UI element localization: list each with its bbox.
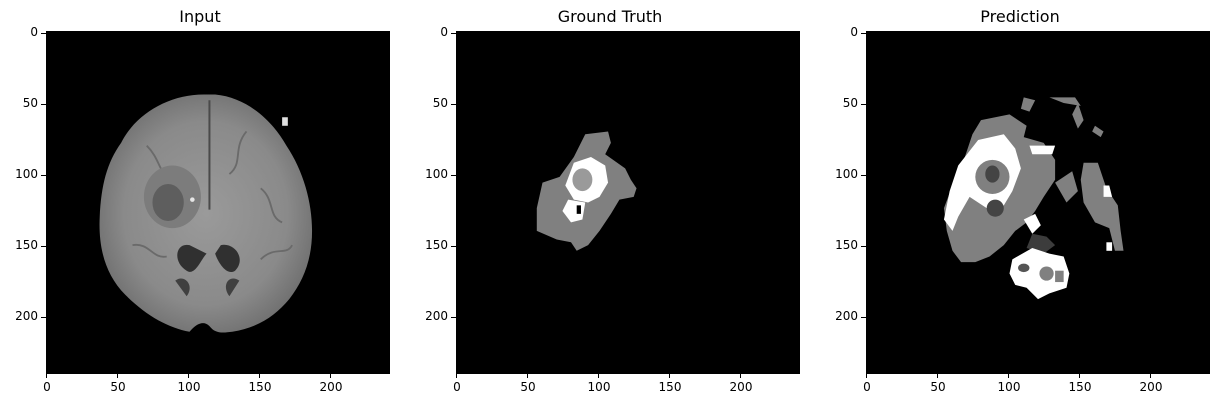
panel-input: Input [0, 0, 400, 407]
x-tick-mark [740, 373, 741, 378]
y-tick-mark [451, 104, 456, 105]
x-tick-label: 50 [110, 380, 126, 394]
y-tick-mark [861, 104, 866, 105]
y-tick-mark [451, 33, 456, 34]
y-tick-mark [41, 317, 46, 318]
x-tick-mark [456, 373, 457, 378]
x-tick-label: 150 [658, 380, 682, 394]
x-tick-mark [259, 373, 260, 378]
y-tick-mark [451, 317, 456, 318]
segmentation-mask [457, 32, 799, 373]
image-input-mri [46, 31, 390, 374]
x-tick-label: 150 [1068, 380, 1092, 394]
y-tick-mark [41, 104, 46, 105]
mri-slice-image [47, 32, 389, 373]
y-tick-label: 150 [835, 238, 858, 252]
x-tick-label: 50 [520, 380, 536, 394]
y-tick-mark [861, 175, 866, 176]
y-tick-mark [861, 246, 866, 247]
x-tick-mark [330, 373, 331, 378]
x-tick-mark [669, 373, 670, 378]
x-tick-mark [1008, 373, 1009, 378]
panel-ground-truth: Ground Truth 0 50 100 150 200 0 50 100 1… [410, 0, 810, 407]
y-tick-mark [451, 175, 456, 176]
x-tick-label: 100 [177, 380, 201, 394]
y-tick-label: 100 [835, 167, 858, 181]
y-tick-label: 0 [30, 25, 38, 39]
y-tick-mark [861, 317, 866, 318]
x-tick-mark [46, 373, 47, 378]
x-tick-label: 200 [729, 380, 753, 394]
x-tick-mark [598, 373, 599, 378]
y-tick-label: 50 [22, 96, 38, 110]
x-tick-mark [866, 373, 867, 378]
y-tick-label: 0 [850, 25, 858, 39]
x-tick-label: 150 [248, 380, 272, 394]
x-tick-label: 0 [453, 380, 461, 394]
y-tick-label: 200 [835, 309, 858, 323]
y-tick-label: 100 [425, 167, 448, 181]
panel-title: Ground Truth [557, 7, 663, 26]
x-tick-mark [527, 373, 528, 378]
y-tick-label: 150 [425, 238, 448, 252]
x-tick-label: 200 [319, 380, 343, 394]
panel-prediction: Prediction [820, 0, 1220, 407]
y-tick-label: 0 [440, 25, 448, 39]
x-tick-label: 50 [930, 380, 946, 394]
y-tick-label: 150 [15, 238, 38, 252]
y-tick-mark [41, 33, 46, 34]
x-tick-label: 200 [1139, 380, 1163, 394]
x-tick-label: 100 [587, 380, 611, 394]
y-tick-mark [861, 33, 866, 34]
y-tick-mark [41, 246, 46, 247]
y-tick-label: 50 [842, 96, 858, 110]
panel-title: Prediction [980, 7, 1060, 26]
x-tick-label: 100 [997, 380, 1021, 394]
image-ground-truth-mask [456, 31, 800, 374]
segmentation-mask [867, 32, 1209, 373]
x-tick-mark [1150, 373, 1151, 378]
panel-title: Input [179, 7, 221, 26]
x-tick-mark [117, 373, 118, 378]
image-prediction-mask [866, 31, 1210, 374]
y-tick-mark [451, 246, 456, 247]
x-tick-label: 0 [43, 380, 51, 394]
y-tick-label: 100 [15, 167, 38, 181]
y-tick-label: 200 [15, 309, 38, 323]
y-tick-label: 200 [425, 309, 448, 323]
x-tick-label: 0 [863, 380, 871, 394]
y-tick-mark [41, 175, 46, 176]
x-tick-mark [937, 373, 938, 378]
y-tick-label: 50 [432, 96, 448, 110]
x-tick-mark [188, 373, 189, 378]
x-tick-mark [1079, 373, 1080, 378]
